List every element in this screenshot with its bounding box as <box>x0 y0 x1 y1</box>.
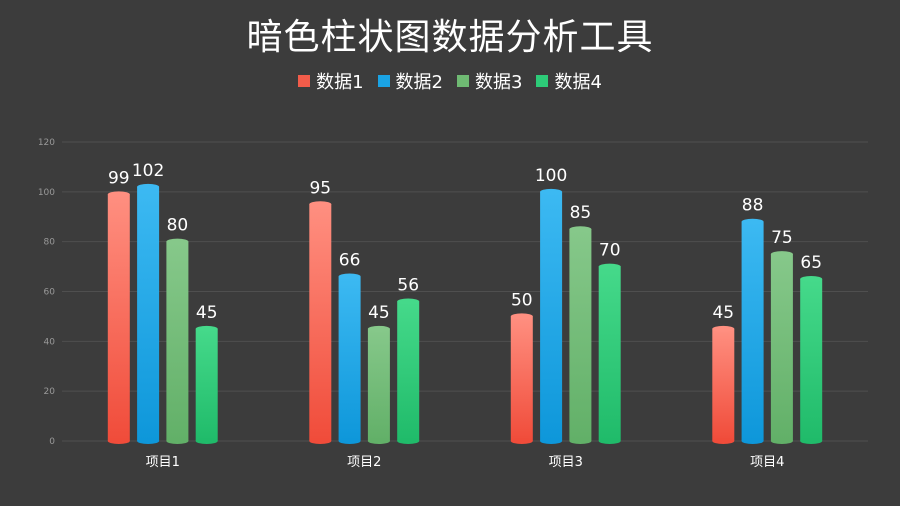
bar-top-cap-2-series-4 <box>397 298 420 305</box>
bar-2-series-3 <box>367 328 390 441</box>
bar-bottom-cap-1-series-3 <box>166 438 189 444</box>
bar-bottom-cap-4-series-2 <box>741 438 764 444</box>
bar-top-cap-3-series-1 <box>510 313 533 320</box>
data-label-2-series-1: 95 <box>309 178 331 198</box>
legend-item-series-3: 数据3 <box>457 68 522 94</box>
legend-label-series-2: 数据2 <box>395 72 443 93</box>
y-tick-label-100: 100 <box>38 188 55 198</box>
bar-4-series-1 <box>712 328 735 441</box>
data-label-1-series-4: 45 <box>196 303 218 323</box>
bar-bottom-cap-1-series-1 <box>107 438 130 444</box>
legend-item-series-2: 数据2 <box>377 68 443 94</box>
bar-4-series-4 <box>800 279 823 441</box>
bar-bottom-cap-3-series-3 <box>569 438 592 444</box>
data-label-2-series-4: 56 <box>397 275 419 295</box>
bar-2-series-4 <box>397 301 420 441</box>
bar-top-cap-1-series-3 <box>166 238 189 245</box>
bar-3-series-4 <box>598 266 621 441</box>
bar-1-series-1 <box>107 194 130 441</box>
bar-top-cap-3-series-2 <box>540 188 563 195</box>
bar-top-cap-3-series-4 <box>598 263 621 270</box>
data-label-3-series-2: 100 <box>535 166 567 186</box>
x-tick-label-3: 项目3 <box>549 455 583 470</box>
bar-3-series-1 <box>510 316 533 441</box>
bar-bottom-cap-4-series-3 <box>770 438 793 444</box>
bar-top-cap-1-series-4 <box>195 325 218 332</box>
data-label-3-series-3: 85 <box>570 203 592 223</box>
data-label-4-series-1: 45 <box>712 303 734 323</box>
bar-top-cap-3-series-3 <box>569 226 592 233</box>
data-label-4-series-4: 65 <box>800 253 822 273</box>
x-tick-label-4: 项目4 <box>750 455 784 470</box>
data-label-3-series-1: 50 <box>511 290 533 310</box>
bar-bottom-cap-2-series-2 <box>338 438 361 444</box>
legend-label-series-3: 数据3 <box>475 72 523 93</box>
bar-bottom-cap-1-series-4 <box>195 438 218 444</box>
x-tick-label-2: 项目2 <box>347 455 381 470</box>
data-label-4-series-3: 75 <box>771 228 793 248</box>
bar-top-cap-4-series-1 <box>712 325 735 332</box>
chart-title: 暗色柱状图数据分析工具 <box>246 17 654 58</box>
data-label-1-series-3: 80 <box>167 216 189 236</box>
legend-swatch-series-1 <box>298 75 311 87</box>
legend-swatch-series-3 <box>457 75 469 87</box>
y-tick-label-0: 0 <box>49 437 55 447</box>
y-tick-label-40: 40 <box>44 337 56 347</box>
x-tick-label-1: 项目1 <box>146 455 180 470</box>
bar-1-series-4 <box>195 328 218 441</box>
legend-label-series-4: 数据4 <box>554 72 602 93</box>
bar-bottom-cap-3-series-2 <box>540 438 563 444</box>
bar-top-cap-1-series-2 <box>137 183 160 190</box>
data-label-1-series-1: 99 <box>108 168 130 188</box>
bar-top-cap-4-series-2 <box>741 218 764 225</box>
bar-2-series-1 <box>309 204 332 441</box>
bar-bottom-cap-2-series-1 <box>309 438 332 444</box>
bar-1-series-3 <box>166 241 189 441</box>
bar-4-series-2 <box>741 221 764 441</box>
data-label-3-series-4: 70 <box>599 241 621 261</box>
bar-top-cap-2-series-3 <box>367 325 390 332</box>
bar-2-series-2 <box>338 276 361 441</box>
data-label-2-series-2: 66 <box>339 251 361 271</box>
bar-top-cap-2-series-1 <box>309 201 332 208</box>
legend-item-series-4: 数据4 <box>536 68 602 94</box>
legend: 数据1 数据2 数据3 数据4 <box>0 68 900 94</box>
bar-bottom-cap-4-series-1 <box>712 438 735 444</box>
y-tick-label-20: 20 <box>44 387 56 397</box>
bar-1-series-2 <box>137 186 160 441</box>
data-label-4-series-2: 88 <box>742 196 764 216</box>
bar-top-cap-4-series-3 <box>770 251 793 258</box>
bar-bottom-cap-1-series-2 <box>137 438 160 444</box>
y-tick-label-80: 80 <box>44 238 56 248</box>
bar-bottom-cap-3-series-1 <box>510 438 533 444</box>
bar-4-series-3 <box>770 254 793 441</box>
bar-3-series-2 <box>540 191 563 441</box>
bar-bottom-cap-3-series-4 <box>598 438 621 444</box>
legend-item-series-1: 数据1 <box>298 68 364 94</box>
legend-swatch-series-2 <box>377 75 390 87</box>
bar-bottom-cap-2-series-4 <box>397 438 420 444</box>
bar-top-cap-1-series-1 <box>107 191 130 198</box>
y-tick-label-120: 120 <box>38 138 55 148</box>
bar-3-series-3 <box>569 229 592 441</box>
bar-bottom-cap-4-series-4 <box>800 438 823 444</box>
bar-bottom-cap-2-series-3 <box>367 438 390 444</box>
legend-label-series-1: 数据1 <box>316 72 364 93</box>
bar-top-cap-4-series-4 <box>800 276 823 283</box>
bar-top-cap-2-series-2 <box>338 273 361 280</box>
legend-swatch-series-4 <box>536 75 549 87</box>
data-label-2-series-3: 45 <box>368 303 390 323</box>
y-tick-label-60: 60 <box>44 288 56 298</box>
data-label-1-series-2: 102 <box>132 161 164 181</box>
